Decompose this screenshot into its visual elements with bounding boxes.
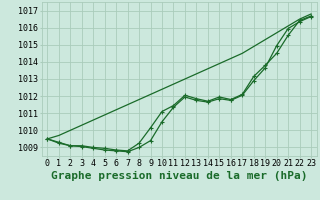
X-axis label: Graphe pression niveau de la mer (hPa): Graphe pression niveau de la mer (hPa): [51, 171, 308, 181]
